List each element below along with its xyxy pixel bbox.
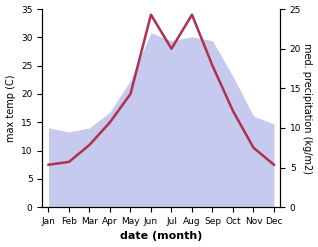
- Y-axis label: max temp (C): max temp (C): [5, 74, 16, 142]
- X-axis label: date (month): date (month): [120, 231, 203, 242]
- Y-axis label: med. precipitation (kg/m2): med. precipitation (kg/m2): [302, 43, 313, 174]
